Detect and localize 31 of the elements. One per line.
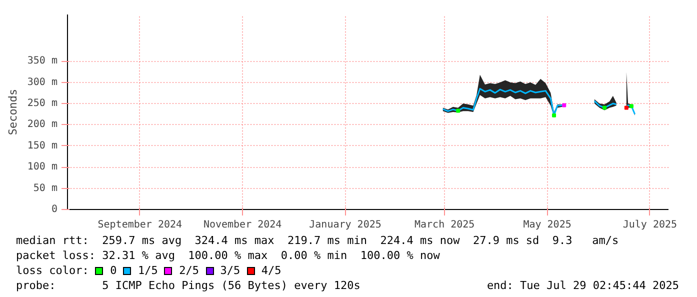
legend-title: loss color:: [16, 264, 89, 277]
legend-label: 2/5: [179, 264, 199, 277]
y-tick-label: 150 m: [27, 140, 58, 152]
point: [552, 113, 556, 118]
text: end: Tue Jul 29 02:45:44 2025: [486, 278, 679, 293]
text: probe: 5 ICMP Echo Pings (56 Bytes) every 120s: [16, 278, 360, 293]
y-axis-title: Seconds: [6, 88, 20, 136]
legend-label: 1/5: [138, 264, 158, 277]
y-tick-label: 50 m: [33, 182, 58, 194]
x-tick-label: November 2024: [203, 220, 282, 230]
x-tick-label: September 2024: [98, 220, 182, 230]
legend-label: 4/5: [261, 264, 282, 277]
point: [456, 108, 460, 113]
text: median rtt: 259.7 ms avg 324.4 ms max 219.7 ms min 224.4 ms now 27.9 ms sd 9.3 am/s: [16, 234, 619, 247]
point: [624, 106, 628, 110]
y-tick-label: 0: [51, 204, 58, 215]
x-tick-label: July 2025: [622, 220, 678, 230]
legend-label: 0: [110, 264, 117, 277]
point: [629, 104, 634, 108]
y-tick-label: 350 m: [27, 56, 58, 67]
y-tick-label: 100 m: [27, 162, 58, 173]
x-tick-label: May 2025: [523, 220, 572, 230]
legend-label: 3/5: [220, 264, 240, 277]
text: packet loss: 32.31 % avg 100.00 % max 0.00 % min 100.00 % now: [16, 249, 440, 262]
y-tick-label: 200 m: [27, 119, 58, 130]
point: [562, 103, 566, 108]
x-tick-label: March 2025: [414, 220, 475, 230]
x-tick-label: January 2025: [309, 220, 382, 230]
y-tick-label: 250 m: [27, 98, 58, 110]
point: [602, 106, 607, 110]
y-tick-label: 300 m: [27, 76, 58, 88]
